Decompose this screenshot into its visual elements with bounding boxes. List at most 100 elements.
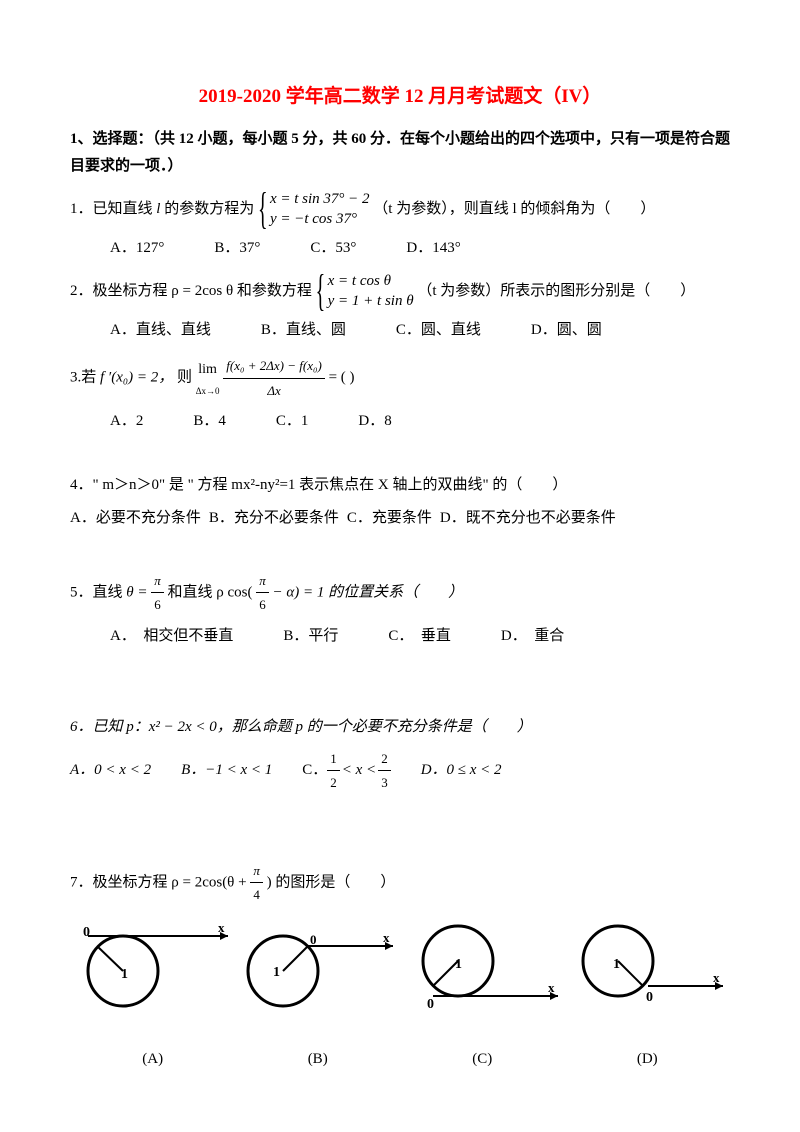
svg-text:x: x xyxy=(383,930,390,945)
q5-pi6b: π 6 xyxy=(256,569,269,617)
q3-limtext: 则 xyxy=(177,370,192,386)
svg-text:1: 1 xyxy=(455,957,462,972)
q2-sys1: x = t cos θ xyxy=(328,272,414,292)
q5-theta: θ = xyxy=(126,584,151,600)
q2-stem-b: （t 为参数）所表示的图形分别是（ ） xyxy=(417,283,695,299)
question-6: 6．已知 p：x² − 2x < 0，那么命题 p 的一个必要不充分条件是（ ） xyxy=(70,714,730,741)
q1-system: x = t sin 37° − 2 y = −t cos 37° xyxy=(258,190,370,229)
q2-opt-d: D．圆、圆 xyxy=(531,317,602,344)
q7-stem-b: ) 的图形是（ ） xyxy=(267,874,396,890)
q1-stem-a: 1．已知直线 xyxy=(70,201,156,217)
q6-opt-a: A．0 < x < 2 xyxy=(70,757,151,784)
q5-pi6-den: 6 xyxy=(151,593,164,616)
q3-fraction: f(x₀ + 2Δx) − f(x₀) Δx xyxy=(223,354,325,402)
q7-lab-c: (C) xyxy=(472,1046,492,1073)
q6-options: A．0 < x < 2 B．−1 < x < 1 C． 12 < x < 23 … xyxy=(70,747,730,795)
svg-text:0: 0 xyxy=(83,925,90,940)
q3-opt-d: D．8 xyxy=(358,408,391,435)
q2-opt-c: C．圆、直线 xyxy=(396,317,481,344)
q5-opt-b: B．平行 xyxy=(283,623,338,650)
q1-stem-c: （t 为参数），则直线 l 的倾斜角为（ ） xyxy=(373,201,655,217)
svg-text:1: 1 xyxy=(273,965,280,980)
q5-opt-c: C． 垂直 xyxy=(388,623,451,650)
q4-opt-b: B．充分不必要条件 xyxy=(209,505,339,532)
q7-pi4: π 4 xyxy=(250,859,263,907)
svg-text:x: x xyxy=(548,980,555,995)
q5-options: A． 相交但不垂直 B．平行 C． 垂直 D． 重合 xyxy=(110,623,730,650)
q7-lab-b: (B) xyxy=(308,1046,328,1073)
q2-stem-a: 2．极坐标方程 ρ = 2cos θ 和参数方程 xyxy=(70,283,316,299)
q7-stem-a: 7．极坐标方程 ρ = 2cos(θ + xyxy=(70,874,250,890)
question-3: 3.若 f ′(x₀) = 2， 则 lim Δx→0 f(x₀ + 2Δx) … xyxy=(70,354,730,402)
q3-opt-a: A．2 xyxy=(110,408,143,435)
q4-options: A．必要不充分条件 B．充分不必要条件 C．充要条件 D．既不充分也不必要条件 xyxy=(70,505,730,532)
q1-opt-a: A．127° xyxy=(110,235,164,262)
q4-opt-a: A．必要不充分条件 xyxy=(70,505,201,532)
q6-c-prefix: C． xyxy=(302,757,327,784)
q3-stem-a: 3.若 xyxy=(70,370,96,386)
q6-stem: 6．已知 p：x² − 2x < 0，那么命题 p 的一个必要不充分条件是（ ） xyxy=(70,719,532,735)
q5-stem-b: 和直线 ρ cos( xyxy=(168,584,253,600)
q3-options: A．2 B．4 C．1 D．8 xyxy=(110,408,730,435)
question-5: 5．直线 θ = π 6 和直线 ρ cos( π 6 − α) = 1 的位置… xyxy=(70,569,730,617)
q3-limsub: Δx→0 xyxy=(196,383,220,399)
q6-c-mid: < x < xyxy=(342,757,376,784)
q5-pi6b-num: π xyxy=(256,569,269,593)
q3-eq: = ( ) xyxy=(329,370,355,386)
q5-opt-d: D． 重合 xyxy=(501,623,564,650)
q6-c-d2: 3 xyxy=(378,771,391,794)
q1-opt-d: D．143° xyxy=(406,235,460,262)
q2-opt-b: B．直线、圆 xyxy=(261,317,346,344)
q6-opt-d: D．0 ≤ x < 2 xyxy=(421,757,502,784)
q5-stem-a: 5．直线 xyxy=(70,584,126,600)
question-7: 7．极坐标方程 ρ = 2cos(θ + π 4 ) 的图形是（ ） xyxy=(70,859,730,907)
q3-opt-b: B．4 xyxy=(193,408,226,435)
q4-opt-d: D．既不充分也不必要条件 xyxy=(440,505,616,532)
svg-text:1: 1 xyxy=(613,957,620,972)
q7-fig-a: 0 1 x xyxy=(73,916,233,1016)
q1-stem-b: 的参数方程为 xyxy=(160,201,258,217)
q6-c-n1: 1 xyxy=(327,747,340,771)
q3-lim: lim xyxy=(196,357,220,382)
q3-fprime: f ′(x₀) = 2， xyxy=(100,370,173,386)
q7-fig-d: 1 0 x xyxy=(568,916,728,1016)
svg-text:0: 0 xyxy=(310,932,317,947)
q7-fig-b: 1 0 x xyxy=(238,916,398,1016)
svg-text:x: x xyxy=(713,970,720,985)
q1-sys2: y = −t cos 37° xyxy=(270,210,370,230)
q7-pi4-num: π xyxy=(250,859,263,883)
question-1: 1．已知直线 l 的参数方程为 x = t sin 37° − 2 y = −t… xyxy=(70,190,730,229)
section-1-header: 1、选择题：（共 12 小题，每小题 5 分，共 60 分．在每个小题给出的四个… xyxy=(70,126,730,180)
q4-opt-c: C．充要条件 xyxy=(347,505,432,532)
q2-sys2: y = 1 + t sin θ xyxy=(328,292,414,312)
q6-opt-c: C． 12 < x < 23 xyxy=(302,747,390,795)
q1-sys1: x = t sin 37° − 2 xyxy=(270,190,370,210)
q3-opt-c: C．1 xyxy=(276,408,309,435)
q1-opt-b: B．37° xyxy=(214,235,260,262)
q5-minus-a: − α) = 1 的位置关系（ ） xyxy=(273,584,464,600)
exam-title: 2019-2020 学年高二数学 12 月月考试题文（IV） xyxy=(70,80,730,114)
q6-c-n2: 2 xyxy=(378,747,391,771)
svg-text:0: 0 xyxy=(427,997,434,1012)
q5-pi6-num: π xyxy=(151,569,164,593)
svg-text:x: x xyxy=(218,920,225,935)
q7-lab-d: (D) xyxy=(637,1046,658,1073)
svg-text:1: 1 xyxy=(121,967,128,982)
q7-fig-c: 1 0 x xyxy=(403,916,563,1016)
question-4: 4．" m＞n＞0" 是 " 方程 mx²-ny²=1 表示焦点在 X 轴上的双… xyxy=(70,472,730,499)
q3-den: Δx xyxy=(223,379,325,402)
q2-system: x = t cos θ y = 1 + t sin θ xyxy=(316,272,414,311)
q2-opt-a: A．直线、直线 xyxy=(110,317,211,344)
q2-options: A．直线、直线 B．直线、圆 C．圆、直线 D．圆、圆 xyxy=(110,317,730,344)
q6-opt-b: B．−1 < x < 1 xyxy=(181,757,272,784)
q1-options: A．127° B．37° C．53° D．143° xyxy=(110,235,730,262)
q7-figures: 0 1 x 1 0 x 1 0 x 1 0 x xyxy=(70,916,730,1016)
question-2: 2．极坐标方程 ρ = 2cos θ 和参数方程 x = t cos θ y =… xyxy=(70,272,730,311)
q7-pi4-den: 4 xyxy=(250,883,263,906)
q6-c-d1: 2 xyxy=(327,771,340,794)
q5-pi6: π 6 xyxy=(151,569,164,617)
q3-num: f(x₀ + 2Δx) − f(x₀) xyxy=(223,354,325,378)
q5-opt-a: A． 相交但不垂直 xyxy=(110,623,233,650)
q7-lab-a: (A) xyxy=(142,1046,163,1073)
q7-fig-labels: (A) (B) (C) (D) xyxy=(70,1046,730,1073)
